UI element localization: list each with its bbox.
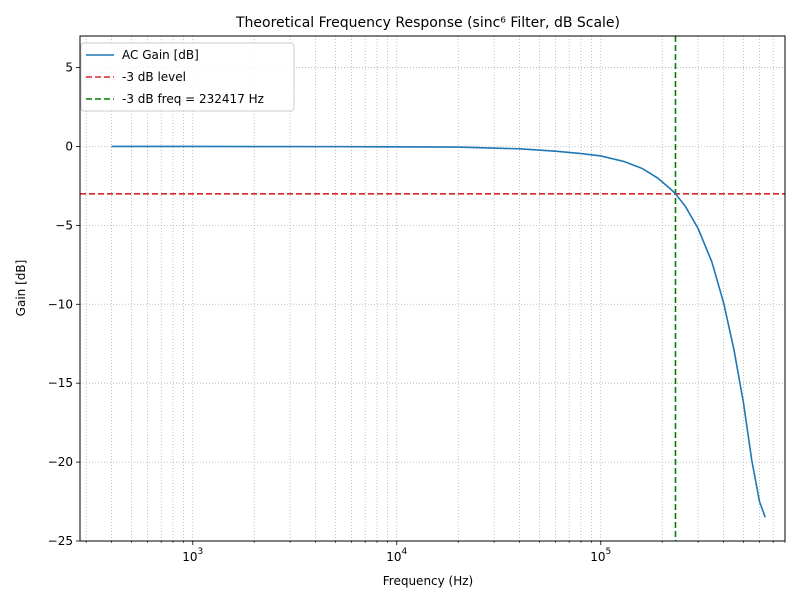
legend-entry: AC Gain [dB] [122,48,199,62]
legend-entry: -3 dB freq = 232417 Hz [122,92,264,106]
y-tick-label: −25 [48,534,73,548]
plot-frame [79,35,786,542]
ac-gain-line [111,145,766,518]
legend-entry: -3 dB level [122,70,186,84]
reference-lines [80,36,785,541]
y-tick-label: 0 [65,139,73,153]
x-tick-label: 103 [182,547,203,564]
grid-layer [80,36,786,542]
y-tick-label: −20 [48,455,73,469]
legend: AC Gain [dB] -3 dB level -3 dB freq = 2324… [80,42,295,112]
y-tick-label: 5 [65,61,73,75]
chart-title: Theoretical Frequency Response (sinc⁶ Fi… [235,15,620,31]
x-axis-label: Frequency (Hz) [383,574,474,588]
y-axis-label: Gain [dB] [14,260,28,317]
y-tick-label: −10 [48,297,73,311]
tick-layer: 103 104 105 5 0 −5 −10 −15 −20 −25 [48,61,786,564]
y-tick-label: −5 [55,218,73,232]
y-tick-label: −15 [48,376,73,390]
x-tick-label: 105 [590,547,611,564]
x-tick-label: 104 [386,547,407,564]
series-layer [111,145,766,518]
legend-box [80,42,295,112]
